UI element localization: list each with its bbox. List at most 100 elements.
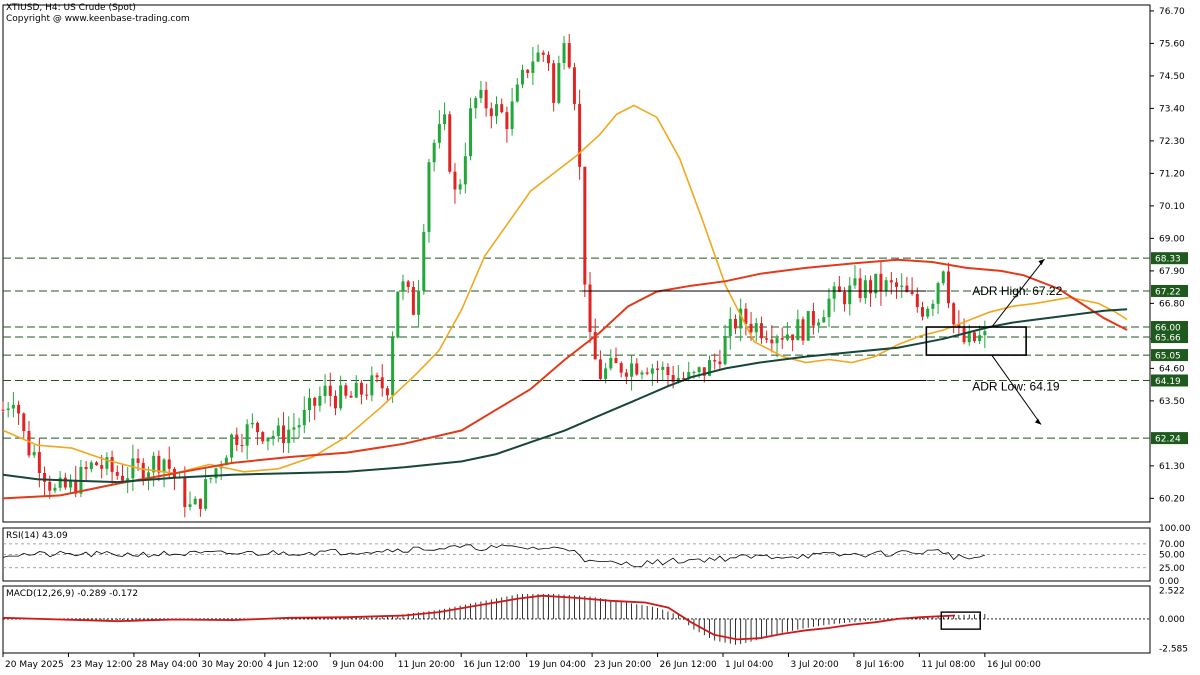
x-tick-label: 1 Jul 04:00 — [725, 660, 774, 670]
macd-title: MACD(12,26,9) -0.289 -0.172 — [6, 589, 138, 599]
candle-body — [292, 427, 296, 430]
candle-body — [515, 84, 519, 102]
candle-body — [250, 422, 254, 425]
rsi-tick-label: 25.00 — [1159, 564, 1185, 574]
rsi-line — [2, 544, 985, 568]
candle-body — [266, 437, 270, 442]
x-tick-label: 16 Jun 12:00 — [463, 660, 520, 670]
candle-body — [453, 171, 457, 190]
candle-body — [837, 286, 841, 292]
candle-body — [354, 382, 358, 398]
level-tag-label: 62.24 — [1155, 435, 1181, 445]
level-tag — [1151, 432, 1188, 445]
macd-highlight-box — [940, 611, 981, 630]
candle-body — [536, 52, 540, 62]
candle-body — [676, 377, 680, 383]
candle-body — [115, 471, 119, 476]
candle-body — [552, 63, 556, 103]
candle-body — [572, 67, 576, 104]
adr-low-arrow — [991, 354, 1042, 425]
candle-body — [806, 311, 810, 341]
candle-body — [48, 481, 52, 491]
x-tick-label: 8 Jul 16:00 — [856, 660, 905, 670]
candle-body — [110, 457, 114, 472]
candle-body — [339, 385, 343, 409]
candle-body — [770, 339, 774, 344]
candle-body — [443, 114, 447, 125]
x-tick-label: 23 May 12:00 — [70, 660, 132, 670]
candle-body — [853, 278, 857, 286]
candle-body — [84, 466, 88, 470]
candle-body — [256, 422, 260, 433]
candle-body — [396, 291, 400, 338]
candle-body — [318, 396, 322, 406]
candle-body — [245, 424, 249, 446]
level-tag — [1151, 284, 1188, 297]
x-tick-label: 30 May 20:00 — [201, 660, 263, 670]
y-tick-label: 69.00 — [1159, 234, 1185, 244]
candle-body — [282, 425, 286, 444]
candle-body — [848, 285, 852, 305]
candle-body — [69, 479, 73, 488]
y-tick-label: 61.30 — [1159, 462, 1185, 472]
candle-body — [863, 280, 867, 299]
candle-body — [900, 285, 904, 287]
level-tag — [1151, 331, 1188, 344]
candle-body — [926, 308, 930, 317]
candle-body — [884, 280, 888, 292]
candles — [1, 33, 987, 518]
candle-body — [479, 89, 483, 99]
ma-line-ema_fast — [2, 104, 1128, 475]
level-tag-label: 68.33 — [1155, 255, 1181, 265]
candle-body — [666, 366, 670, 376]
level-tag-label: 67.22 — [1155, 287, 1181, 297]
y-tick-label: 74.50 — [1159, 72, 1185, 82]
candle-body — [827, 298, 831, 318]
candle-body — [546, 54, 550, 64]
candle-body — [962, 327, 966, 343]
candle-body — [375, 375, 379, 378]
candle-body — [526, 69, 530, 73]
candle-body — [157, 455, 161, 473]
candle-body — [136, 458, 140, 463]
candle-body — [359, 382, 363, 395]
adr-low-arrowhead — [1035, 418, 1042, 425]
candle-body — [520, 69, 524, 85]
macd-tick-label: 2.522 — [1159, 586, 1185, 596]
rsi-tick-label: 0.00 — [1159, 577, 1179, 587]
ma-line-ema_mid — [2, 258, 1128, 500]
candle-body — [920, 307, 924, 317]
candle-body — [895, 282, 899, 287]
level-tag-label: 65.66 — [1155, 334, 1181, 344]
candle-body — [22, 413, 26, 431]
candle-body — [95, 462, 99, 466]
x-tick-label: 23 Jun 20:00 — [594, 660, 651, 670]
x-tick-label: 28 May 04:00 — [136, 660, 198, 670]
candle-body — [224, 457, 228, 466]
candle-body — [687, 372, 691, 379]
candle-body — [469, 108, 473, 157]
candle-body — [588, 284, 592, 333]
candle-body — [832, 286, 836, 299]
candle-body — [131, 458, 135, 479]
candle-body — [541, 52, 545, 55]
candle-body — [759, 323, 763, 339]
y-tick-label: 71.20 — [1159, 169, 1185, 179]
candle-body — [505, 112, 509, 130]
x-tick-label: 19 Jun 04:00 — [529, 660, 586, 670]
candle-body — [941, 271, 945, 284]
candle-body — [692, 372, 696, 374]
candle-body — [811, 311, 815, 326]
level-tag-label: 64.19 — [1155, 377, 1181, 387]
candle-body — [391, 337, 395, 396]
candle-body — [406, 281, 410, 288]
candle-body — [645, 372, 649, 374]
candle-body — [656, 368, 660, 370]
level-tag-label: 65.05 — [1155, 352, 1181, 362]
candle-body — [193, 498, 197, 505]
candle-body — [328, 385, 332, 396]
candle-body — [578, 103, 582, 167]
candle-body — [1, 409, 5, 411]
y-tick-label: 70.10 — [1159, 202, 1185, 212]
candle-body — [380, 377, 384, 389]
